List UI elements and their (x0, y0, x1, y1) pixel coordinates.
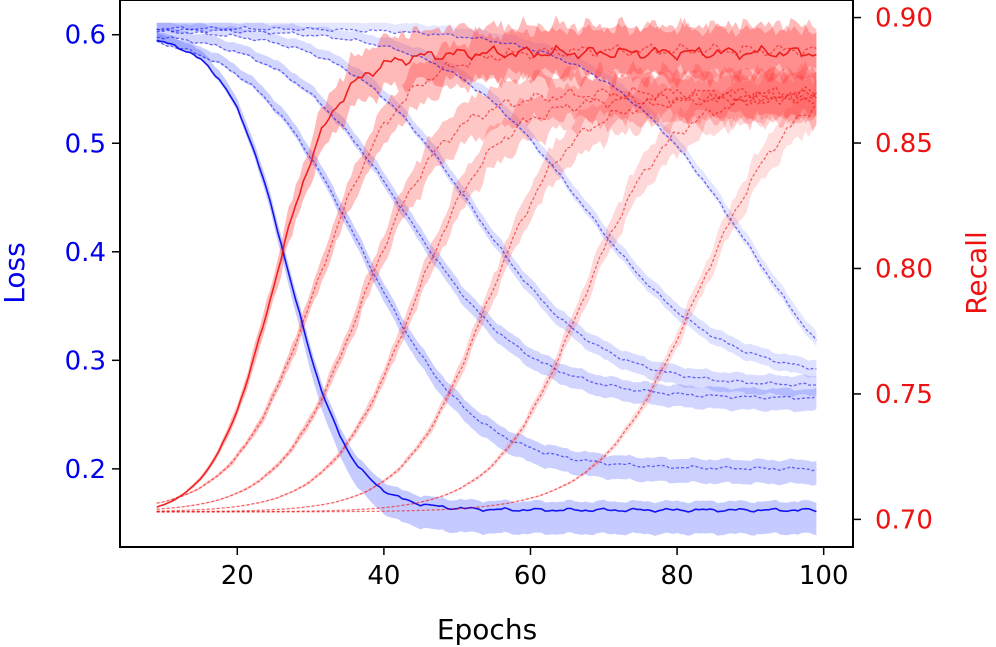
loss-run-5-line (156, 28, 817, 371)
y-right-tick-label: 0.75 (875, 380, 933, 410)
plot-frame (119, 0, 854, 548)
recall-run-5-band (156, 68, 817, 512)
recall-run-1-line (156, 44, 817, 508)
y-right-tick-label: 0.80 (875, 254, 933, 284)
recall-run-2-line (156, 42, 817, 504)
x-axis-title: Epochs (437, 613, 537, 646)
x-tick-label: 20 (221, 561, 254, 591)
recall-run-3-band (156, 60, 817, 510)
y-axis-right-title: Recall (960, 231, 993, 315)
loss-run-1-band (156, 31, 817, 536)
y-axis-left-title: Loss (0, 242, 31, 303)
y-left-tick-label: 0.5 (65, 129, 106, 159)
loss-line-layer (156, 25, 817, 513)
x-tick-label: 60 (514, 561, 547, 591)
y-left-tick-label: 0.6 (65, 21, 106, 51)
loss-fill-layer (156, 22, 817, 536)
loss-run-3-line (156, 36, 817, 400)
loss-run-2-line (156, 40, 817, 472)
loss-run-6-line (156, 25, 817, 341)
loss-run-1-line (156, 39, 817, 513)
x-axis: 20 40 60 80 100 (221, 547, 849, 591)
recall-run-6-line (156, 89, 817, 513)
recall-run-2-band (156, 17, 817, 504)
loss-run-5-band (156, 22, 817, 379)
recall-run-7-line (156, 103, 817, 513)
recall-run-3-line (156, 85, 817, 510)
y-right-tick-label: 0.90 (875, 4, 933, 34)
y-axis-left: 0.2 0.3 0.4 0.5 0.6 (65, 21, 120, 485)
recall-run-5-line (156, 91, 817, 513)
x-tick-label: 80 (661, 561, 694, 591)
y-right-tick-label: 0.70 (875, 505, 933, 535)
y-axis-right: 0.70 0.75 0.80 0.85 0.90 (853, 4, 933, 535)
recall-run-1-band (156, 15, 817, 508)
y-left-tick-label: 0.3 (65, 346, 106, 376)
y-left-tick-label: 0.2 (65, 455, 106, 485)
recall-line-layer (156, 42, 817, 513)
x-tick-label: 100 (799, 561, 849, 591)
recall-run-6-band (156, 62, 817, 512)
y-left-tick-label: 0.4 (65, 238, 106, 268)
recall-run-4-line (156, 90, 817, 512)
y-right-tick-label: 0.85 (875, 129, 933, 159)
x-tick-label: 40 (367, 561, 400, 591)
